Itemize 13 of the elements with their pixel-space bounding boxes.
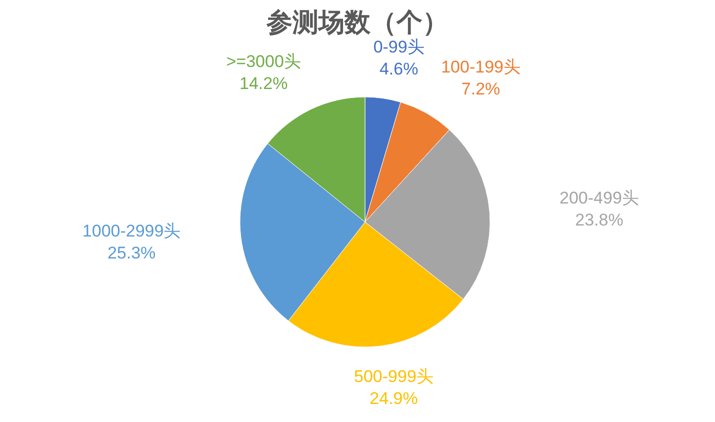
label: 100-199头 — [441, 58, 520, 77]
label: 0-99头 — [373, 38, 424, 57]
label: 200-499头 — [560, 188, 639, 208]
label: 25.3% — [107, 243, 156, 262]
label: 4.6% — [379, 60, 418, 79]
label: 14.2% — [240, 74, 288, 94]
label: >=3000头 — [226, 52, 301, 72]
label: 23.8% — [575, 210, 624, 230]
title: 参测场数（个） — [266, 7, 448, 37]
label: 7.2% — [461, 80, 500, 99]
label: 24.9% — [370, 388, 418, 408]
label: 500-999头 — [354, 366, 434, 386]
label: 1000-2999头 — [82, 221, 181, 240]
